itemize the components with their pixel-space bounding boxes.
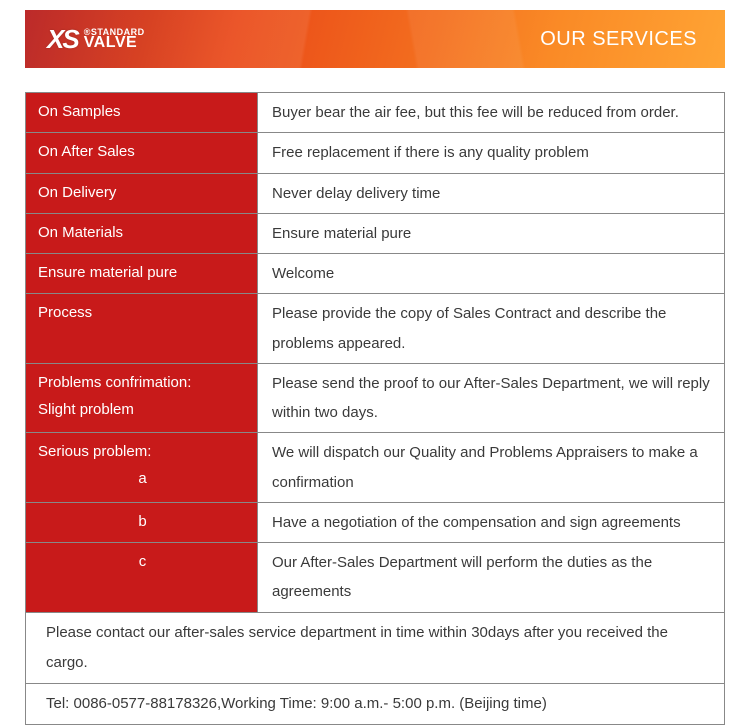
table-row: Tel: 0086-0577-88178326,Working Time: 9:… bbox=[26, 683, 725, 724]
row-value: Never delay delivery time bbox=[258, 173, 725, 213]
table-row: On Samples Buyer bear the air fee, but t… bbox=[26, 93, 725, 133]
row-label: Ensure material pure bbox=[26, 254, 258, 294]
row-value: Welcome bbox=[258, 254, 725, 294]
table-row: c Our After-Sales Department will perfor… bbox=[26, 543, 725, 613]
row-value: We will dispatch our Quality and Problem… bbox=[258, 433, 725, 503]
table-row: Problems confrimation: Slight problem Pl… bbox=[26, 363, 725, 433]
row-value: Buyer bear the air fee, but this fee wil… bbox=[258, 93, 725, 133]
logo-valve: VALVE bbox=[84, 36, 145, 50]
row-label: On After Sales bbox=[26, 133, 258, 173]
row-value: Our After-Sales Department will perform … bbox=[258, 543, 725, 613]
logo-mark: XS bbox=[47, 24, 78, 55]
table-row: On Materials Ensure material pure bbox=[26, 213, 725, 253]
footer-note: Please contact our after-sales service d… bbox=[26, 612, 725, 683]
header-banner: XS ®STANDARD VALVE OUR SERVICES bbox=[25, 10, 725, 68]
table-row: Please contact our after-sales service d… bbox=[26, 612, 725, 683]
row-label: Process bbox=[26, 294, 258, 364]
row-label: Problems confrimation: Slight problem bbox=[26, 363, 258, 433]
row-label: b bbox=[26, 502, 258, 542]
table-row: b Have a negotiation of the compensation… bbox=[26, 502, 725, 542]
row-label: On Delivery bbox=[26, 173, 258, 213]
table-row: On Delivery Never delay delivery time bbox=[26, 173, 725, 213]
footer-contact: Tel: 0086-0577-88178326,Working Time: 9:… bbox=[26, 683, 725, 724]
row-value: Ensure material pure bbox=[258, 213, 725, 253]
logo: XS ®STANDARD VALVE bbox=[25, 24, 145, 55]
table-row: Process Please provide the copy of Sales… bbox=[26, 294, 725, 364]
table-row: On After Sales Free replacement if there… bbox=[26, 133, 725, 173]
row-label: c bbox=[26, 543, 258, 613]
logo-text: ®STANDARD VALVE bbox=[84, 28, 145, 50]
table-row: Serious problem: a We will dispatch our … bbox=[26, 433, 725, 503]
row-label: On Samples bbox=[26, 93, 258, 133]
services-table: On Samples Buyer bear the air fee, but t… bbox=[25, 92, 725, 725]
row-value: Have a negotiation of the compensation a… bbox=[258, 502, 725, 542]
row-value: Please send the proof to our After-Sales… bbox=[258, 363, 725, 433]
table-row: Ensure material pure Welcome bbox=[26, 254, 725, 294]
row-label: Serious problem: a bbox=[26, 433, 258, 503]
row-value: Please provide the copy of Sales Contrac… bbox=[258, 294, 725, 364]
row-value: Free replacement if there is any quality… bbox=[258, 133, 725, 173]
row-label: On Materials bbox=[26, 213, 258, 253]
page-title: OUR SERVICES bbox=[540, 28, 725, 51]
